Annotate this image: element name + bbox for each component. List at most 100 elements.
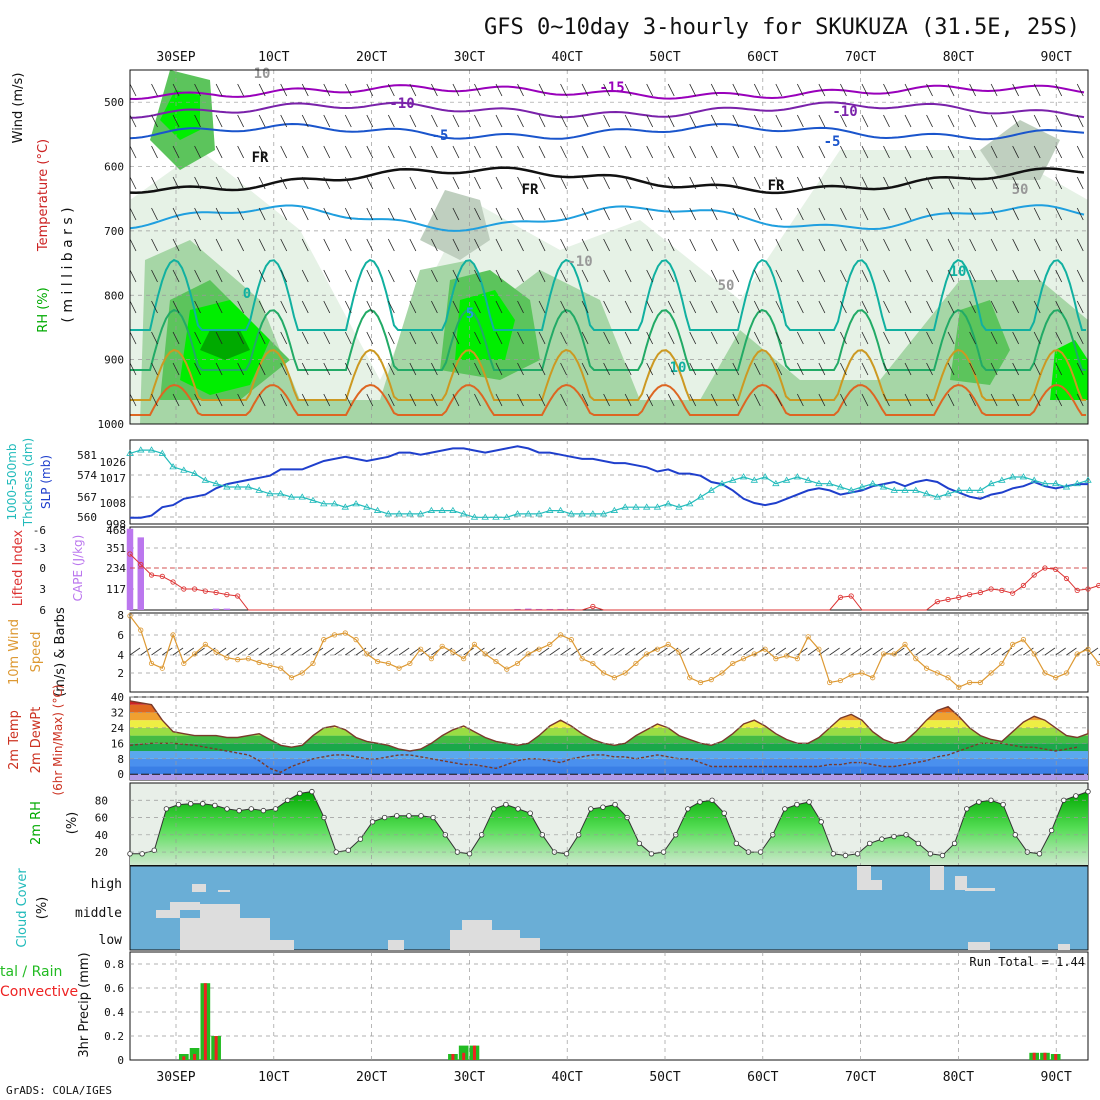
wind-barb — [775, 331, 783, 345]
wind-speed-point — [1063, 670, 1070, 676]
wind-barb — [431, 207, 438, 221]
wind-barb — [301, 114, 309, 128]
cape-tick-label: 117 — [106, 583, 126, 596]
wind-barb — [129, 393, 137, 407]
wind-speed-point — [224, 655, 230, 661]
wind-barb — [861, 300, 869, 314]
wind-barb — [258, 331, 266, 345]
rh-point — [612, 801, 618, 808]
wind-barb — [990, 393, 998, 407]
rh-point — [418, 813, 424, 819]
thickness-point — [922, 489, 931, 497]
wind-speed-point — [751, 651, 757, 657]
thickness-point — [825, 479, 834, 487]
axis-title-part: Cloud Cover — [15, 868, 30, 948]
wind-barb — [710, 114, 718, 128]
wind-speed-point — [439, 643, 445, 649]
thickness-tick-label: 574 — [77, 469, 97, 482]
thickness-point — [772, 479, 780, 487]
top-date-label: 60CT — [747, 50, 778, 65]
wind-barb — [624, 269, 632, 283]
wind-barb — [1055, 207, 1063, 221]
wind-barb — [1076, 362, 1084, 376]
wind-barb — [646, 393, 654, 407]
rh-point — [357, 836, 364, 842]
wind-barb — [409, 300, 417, 314]
wind-barb — [301, 145, 309, 159]
wind-barb — [753, 331, 761, 345]
wind-barb — [1055, 362, 1063, 376]
rh-point — [345, 847, 351, 854]
axis-title: (m/s) & Barbs — [53, 607, 68, 697]
wind-barb — [937, 647, 948, 656]
wind-speed-point — [256, 659, 262, 666]
wind-barb — [753, 393, 761, 407]
wind-tick-label: 2 — [117, 667, 124, 680]
wind-barb — [1055, 176, 1063, 190]
lifted-index-line — [129, 553, 1100, 611]
thickness-point — [352, 500, 360, 507]
wind-speed-point — [794, 656, 800, 662]
wind-barb — [840, 207, 847, 221]
lifted-index-point — [127, 551, 133, 557]
thickness-point — [363, 503, 371, 510]
wind-barb — [732, 269, 740, 283]
top-date-label: 90CT — [1041, 50, 1072, 65]
rh-point — [927, 851, 934, 857]
wind-barb — [829, 647, 840, 656]
bottom-date-label: 70CT — [845, 1070, 876, 1085]
wind-barb — [775, 300, 783, 314]
wind-barb — [624, 176, 632, 190]
wind-barb — [452, 176, 460, 190]
cloud-block — [270, 940, 294, 950]
wind-barb — [624, 207, 632, 221]
wind-barb — [215, 176, 223, 190]
wind-barb — [969, 207, 976, 221]
temp2m-panel: 40 32 24 16 8 0 2m Temp 2m DewPt (6hr Min/Max) (… — [7, 684, 1089, 796]
wind-barb — [280, 331, 288, 345]
bottom-date-label: 10CT — [258, 1070, 289, 1085]
lifted-index-point — [1074, 587, 1080, 594]
thickness-point — [266, 489, 274, 497]
wind-speed-point — [611, 675, 617, 681]
wind-barb — [1012, 83, 1020, 97]
wind-barb — [344, 331, 352, 345]
wind-barb — [581, 647, 593, 656]
wind-barb — [215, 83, 223, 97]
wind-barb — [1033, 300, 1041, 314]
wind-barb — [344, 207, 352, 221]
wind-speed-point — [396, 665, 402, 671]
wind-barb — [237, 393, 244, 407]
contour-label: FR — [768, 178, 785, 194]
lifted-index-point — [138, 561, 144, 568]
lifted-index-point — [191, 586, 198, 592]
wind-barb — [474, 238, 481, 252]
wind-barb — [172, 393, 180, 407]
wind-barb — [441, 647, 453, 656]
contour-label: 50 — [1012, 182, 1029, 198]
wind-barb — [1033, 331, 1041, 345]
slp-tick-label: 1008 — [100, 497, 127, 510]
wind-barb — [732, 83, 740, 97]
wind-barb — [1012, 145, 1020, 159]
wind-barb — [344, 238, 352, 252]
axis-title: Temperature (°C) — [36, 139, 51, 252]
wind-barb — [732, 362, 740, 376]
wind-barb — [753, 362, 761, 376]
rh-point — [721, 810, 727, 816]
wind-barb — [452, 114, 460, 128]
thickness-point — [459, 510, 468, 517]
axis-title: 2m Temp — [7, 710, 22, 770]
cape-tick-label: 468 — [106, 524, 126, 537]
axis-title: Cloud Cover — [15, 868, 30, 948]
top-date-label: 40CT — [552, 50, 583, 65]
wind-barb — [495, 238, 503, 252]
pressure-tick-label: 700 — [104, 225, 124, 238]
wind-speed-point — [385, 660, 391, 667]
wind-barb — [646, 331, 654, 345]
wind-barb — [624, 145, 632, 159]
wind-barb — [883, 176, 890, 190]
wind-barb — [667, 83, 675, 97]
axis-title: 2m DewPt — [29, 707, 44, 774]
cape-bar — [212, 608, 220, 610]
